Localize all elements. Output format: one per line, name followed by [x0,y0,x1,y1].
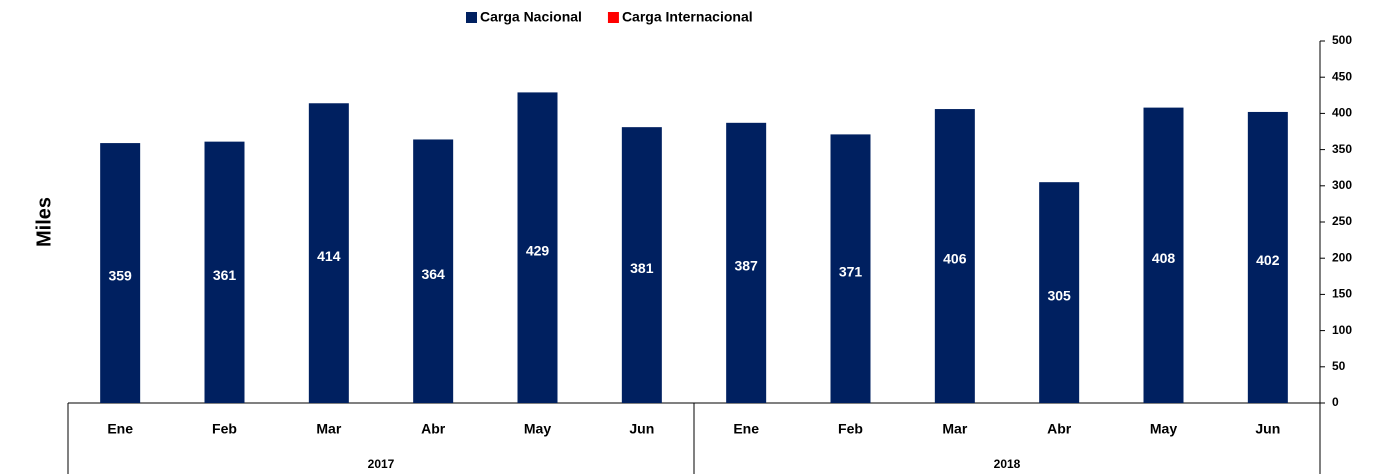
x-tick-label: May [1150,421,1177,437]
y-tick-label: 200 [1332,250,1352,264]
data-label: 402 [1256,252,1280,268]
legend-swatch [466,12,477,23]
x-tick-label: Jun [629,421,654,437]
data-label: 381 [630,260,654,276]
x-tick-label: Jun [1255,421,1280,437]
data-label: 414 [317,248,341,264]
data-label: 305 [1047,287,1071,303]
bar [517,92,558,404]
x-tick-label: May [524,421,551,437]
data-label: 429 [526,242,550,258]
y-tick-label: 250 [1332,214,1352,228]
bar [413,139,454,404]
y-tick-label: 300 [1332,178,1352,192]
bar [726,122,767,403]
data-label: 359 [108,268,132,284]
y-tick-label: 150 [1332,287,1352,301]
data-label: 387 [734,258,758,274]
x-tick-label: Ene [733,421,759,437]
x-tick-label: Mar [316,421,341,437]
x-tick-label: Feb [838,421,863,437]
bar [934,109,975,403]
y-tick-label: 450 [1332,69,1352,83]
y-tick-label: 100 [1332,323,1352,337]
group-label: 2017 [368,457,395,471]
data-label: 371 [839,263,863,279]
y-tick-label: 350 [1332,142,1352,156]
y-tick-label: 50 [1332,359,1346,373]
x-tick-label: Abr [421,421,446,437]
legend-swatch [607,12,619,23]
legend-label: Carga Nacional [480,9,582,25]
x-tick-label: Mar [942,421,967,437]
bar [204,141,245,404]
bar [308,103,349,403]
x-tick-label: Ene [107,421,133,437]
bar [1039,182,1080,403]
data-label: 361 [213,267,237,283]
group-label: 2018 [994,457,1021,471]
bar [621,127,662,403]
data-label: 408 [1152,250,1176,266]
bar [1143,107,1184,403]
bar [1247,111,1288,404]
y-tick-label: 0 [1332,395,1339,409]
x-tick-label: Feb [212,421,237,437]
bar [830,134,871,403]
bar [100,143,141,404]
y-axis-label: Miles [33,197,55,247]
y-tick-label: 500 [1332,33,1352,47]
x-tick-label: Abr [1047,421,1072,437]
data-label: 406 [943,251,967,267]
y-tick-label: 400 [1332,106,1352,120]
data-label: 364 [421,266,445,282]
legend-label: Carga Internacional [622,9,753,25]
